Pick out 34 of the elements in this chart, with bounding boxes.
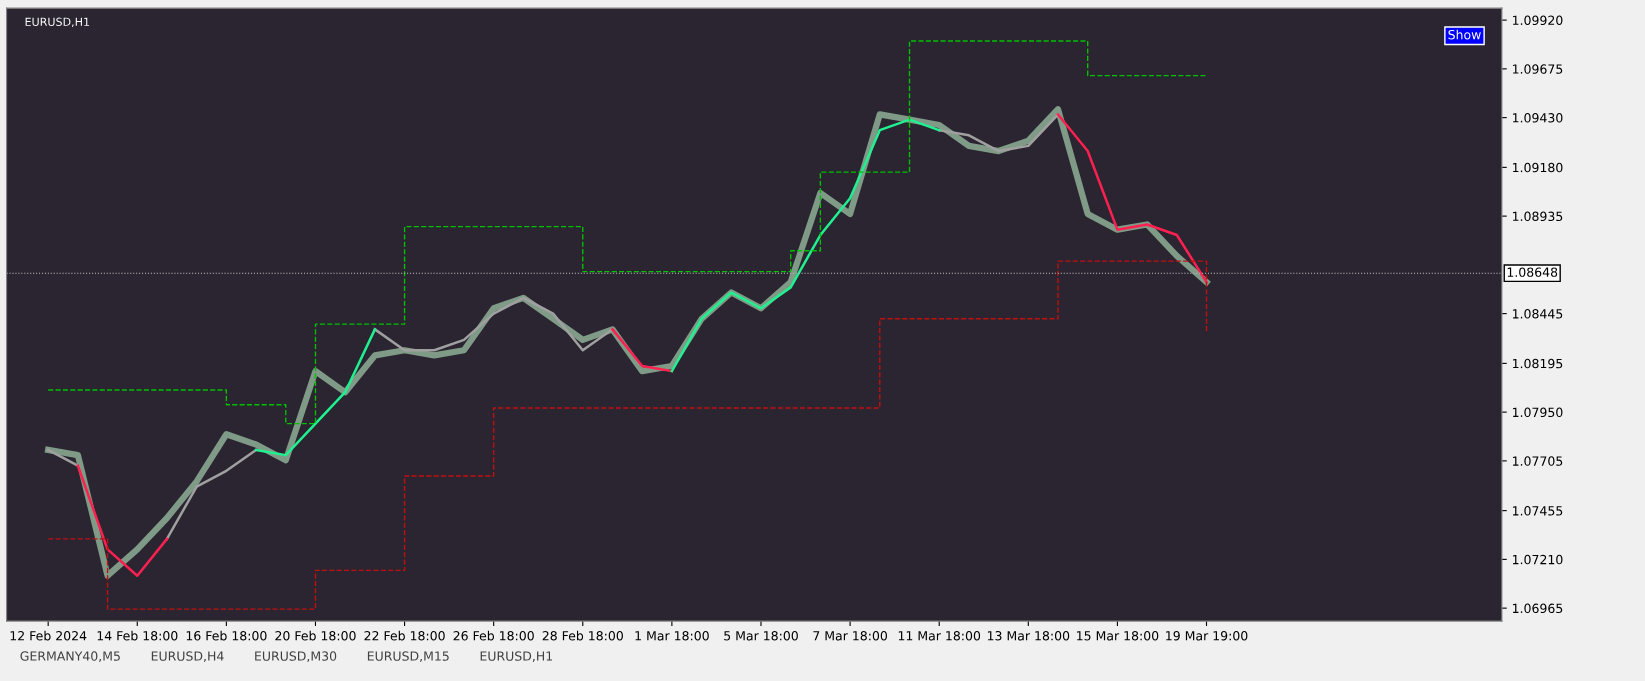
x-tick-label: 19 Mar 19:00 [1166,631,1248,641]
y-tick-label: 1.08195 [1512,358,1563,369]
y-tick-label: 1.08935 [1512,211,1563,222]
x-tick-label: 12 Feb 2024 [10,630,87,641]
y-tick-label: 1.09675 [1512,64,1563,74]
x-tick-label: 5 Mar 18:00 [724,631,798,641]
text: EURUSD,M30 [255,651,337,663]
y-tick-label: 1.06965 [1512,603,1563,614]
y-tick-label: 1.09920 [1512,15,1563,26]
y-tick-label: 1.07210 [1512,554,1563,565]
text: EURUSD,H4 [151,651,224,663]
x-tick-label: 16 Feb 18:00 [186,630,267,641]
x-tick-label: 26 Feb 18:00 [453,630,534,641]
text: EURUSD,H1 [25,17,90,28]
y-tick-label: 1.07950 [1512,407,1563,418]
x-tick-label: 22 Feb 18:00 [364,630,445,641]
x-tick-label: 20 Feb 18:00 [275,630,356,641]
text: GERMANY40,M5 [20,651,120,663]
y-tick-label: 1.08445 [1512,309,1563,319]
text: Show [1448,29,1481,40]
x-tick-label: 14 Feb 18:00 [97,630,178,641]
text: EURUSD,H1 [480,651,553,663]
x-tick-label: 7 Mar 18:00 [813,631,888,641]
y-tick-label: 1.09430 [1512,113,1563,123]
x-tick-label: 1 Mar 18:00 [635,631,709,641]
y-tick-label: 1.07455 [1512,506,1563,516]
x-tick-label: 11 Mar 18:00 [898,631,981,641]
x-tick-label: 15 Mar 18:00 [1077,631,1159,641]
y-tick-label: 1.07705 [1512,456,1563,466]
y-tick-label: 1.09180 [1512,162,1563,173]
text: EURUSD,M15 [367,651,449,663]
x-tick-label: 13 Mar 18:00 [987,631,1070,641]
x-tick-label: 28 Feb 18:00 [542,630,623,641]
ref-line-label: 1.08648 [1507,267,1558,277]
